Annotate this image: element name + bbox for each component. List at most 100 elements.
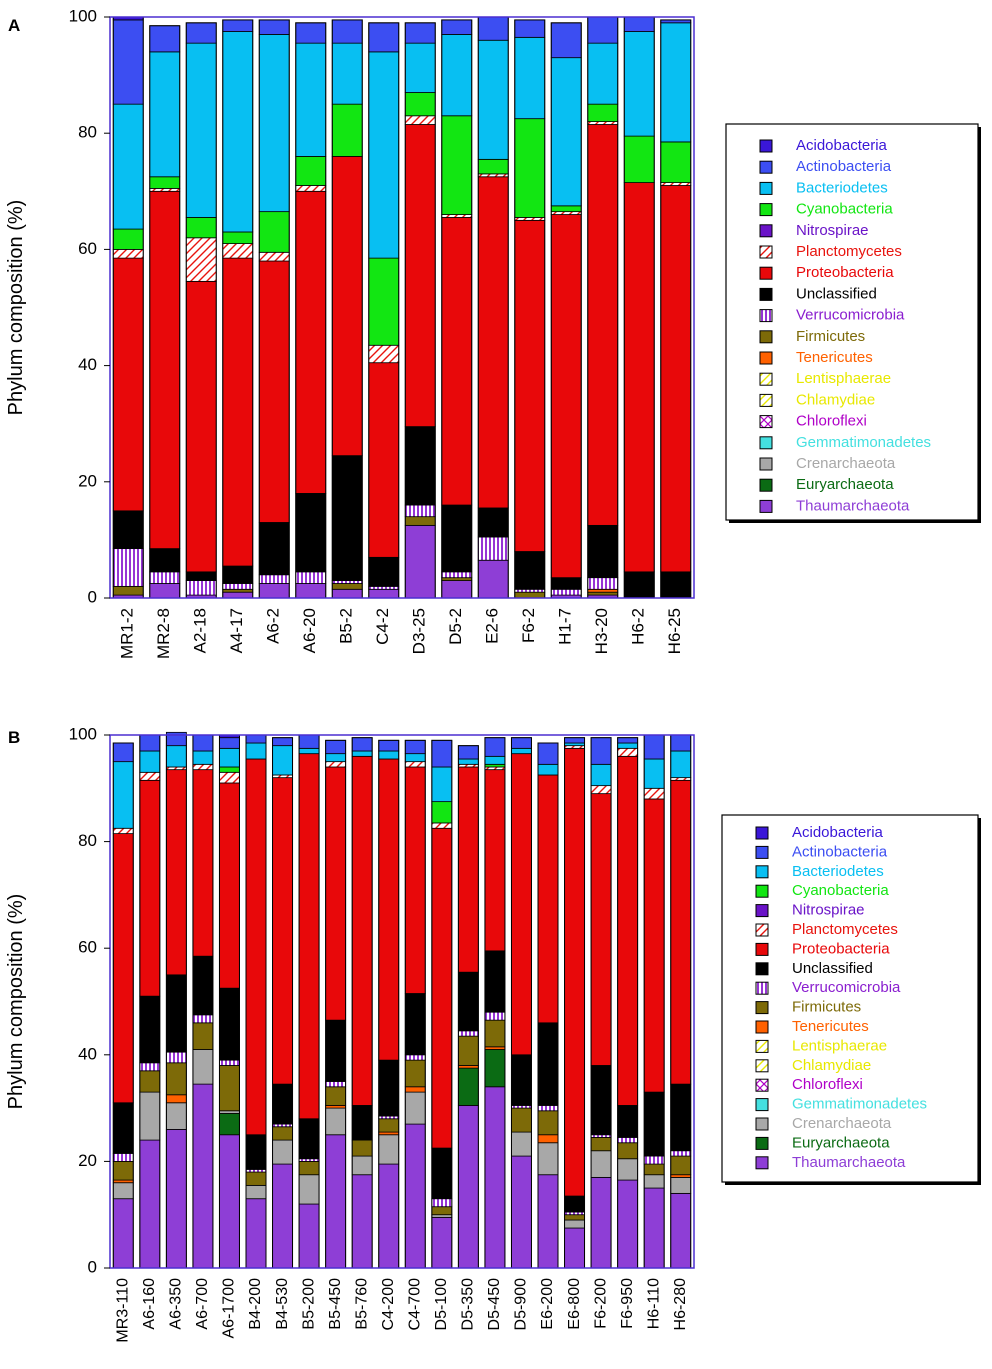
x-tick-label: C4-2 — [373, 608, 392, 645]
y-tick-label: 40 — [78, 1044, 97, 1063]
bar-segment-b5-450-actinobacteria — [325, 739, 347, 755]
bar-segment-mr1-2-cyanobacteria — [112, 228, 144, 250]
bar-segment-a6-700-planctomycetes — [192, 763, 214, 771]
bar-segment-mr2-8-bacteriodetes — [149, 51, 181, 178]
bar-segment-mr3-110-thaumarchaeota — [112, 1198, 134, 1269]
bar-segment-h1-7-proteobacteria — [550, 214, 582, 579]
bar-segment-a2-18-planctomycetes — [185, 237, 217, 282]
bar-segment-a6-160-firmicutes — [139, 1070, 161, 1093]
bar-segment-h6-25-proteobacteria — [660, 185, 692, 573]
legend-swatch-nitrospirae — [759, 224, 773, 238]
bar-segment-a4-17-cyanobacteria — [222, 231, 254, 244]
legend-swatch-planctomycetes — [759, 245, 773, 259]
bar-segment-d5-350-bacteriodetes — [457, 758, 479, 765]
bar-segment-f6-950-planctomycetes — [617, 747, 639, 757]
legend-swatch-actinobacteria — [759, 160, 773, 174]
bar-segment-d5-100-firmicutes — [431, 1206, 453, 1216]
bar-segment-h1-7-actinobacteria — [550, 22, 582, 59]
bar-segment-a6-20-planctomycetes — [295, 185, 327, 192]
legend-swatch-lentisphaerae — [759, 372, 773, 386]
bar-segment-a6-700-crenarchaeota — [192, 1049, 214, 1085]
legend-label-crenarchaeota: Crenarchaeota — [796, 455, 896, 472]
bar-segment-f6-950-unclassified — [617, 1105, 639, 1138]
legend-swatch-gemmatimonadetes — [759, 436, 773, 450]
bar-segment-a2-18-cyanobacteria — [185, 217, 217, 239]
bar-segment-f6-950-proteobacteria — [617, 755, 639, 1106]
bar-segment-f6-200-proteobacteria — [590, 793, 612, 1066]
bar-segment-h6-280-verrucomicrobia — [670, 1150, 692, 1157]
bar-segment-a6-2-planctomycetes — [258, 251, 290, 262]
bar-segment-mr1-2-unclassified — [112, 510, 144, 550]
y-axis-label: Phylum composition (%) — [5, 200, 27, 416]
bar-segment-c4-700-thaumarchaeota — [404, 1123, 426, 1269]
bar-segment-mr1-2-proteobacteria — [112, 257, 144, 512]
bar-segment-e6-200-actinobacteria — [537, 742, 559, 765]
legend-swatch-chlamydiae — [755, 1059, 769, 1073]
legend-swatch-bacteriodetes — [759, 181, 773, 195]
bar-segment-d5-350-thaumarchaeota — [457, 1105, 479, 1269]
panel-a-label: A — [8, 16, 20, 35]
legend-label-nitrospirae: Nitrospirae — [792, 902, 865, 919]
bar-segment-e2-6-proteobacteria — [477, 176, 509, 509]
bar-segment-f6-200-actinobacteria — [590, 737, 612, 765]
bar-segment-f6-2-proteobacteria — [514, 219, 546, 552]
bar-segment-e6-800-firmicutes — [564, 1214, 585, 1221]
legend-swatch-actinobacteria — [755, 845, 769, 859]
bar-segment-e6-800-thaumarchaeota — [564, 1227, 585, 1269]
bar-segment-h1-7-planctomycetes — [550, 211, 582, 215]
plot-frame — [109, 16, 695, 599]
bar-segment-mr3-110-crenarchaeota — [112, 1182, 134, 1200]
bar-segment-h6-110-actinobacteria — [643, 734, 665, 760]
bar-segment-mr1-2-bacteriodetes — [112, 103, 144, 230]
x-tick-label: F6-950 — [619, 1278, 636, 1329]
bar-segment-mr2-8-proteobacteria — [149, 190, 181, 550]
x-tick-label: H6-110 — [645, 1278, 662, 1329]
bar-segment-d5-900-crenarchaeota — [511, 1131, 532, 1157]
bar-segment-mr2-8-verrucomicrobia — [149, 571, 181, 584]
bar-segment-a2-18-verrucomicrobia — [185, 580, 217, 596]
bar-segment-f6-950-actinobacteria — [617, 737, 639, 744]
x-tick-label: F6-2 — [519, 608, 538, 643]
bar-segment-b5-2-bacteriodetes — [331, 42, 363, 105]
bar-segment-mr2-8-thaumarchaeota — [149, 583, 181, 599]
bar-segment-h6-2-proteobacteria — [623, 182, 655, 573]
bar-segment-b5-2-thaumarchaeota — [331, 588, 363, 599]
bar-segment-f6-200-thaumarchaeota — [590, 1176, 612, 1269]
legend-swatch-verrucomicrobia — [755, 981, 769, 995]
bar-segment-f6-950-verrucomicrobia — [617, 1137, 639, 1144]
legend-swatch-thaumarchaeota — [759, 499, 773, 513]
bar-segment-f6-950-bacteriodetes — [617, 742, 639, 749]
x-tick-label: H6-2 — [629, 608, 648, 645]
bar-segment-d5-450-thaumarchaeota — [484, 1086, 506, 1269]
bar-segment-a6-160-proteobacteria — [139, 779, 161, 997]
bar-segment-h6-110-verrucomicrobia — [643, 1155, 665, 1165]
bar-segment-a6-160-actinobacteria — [139, 734, 161, 752]
bar-segment-mr3-110-planctomycetes — [112, 827, 134, 835]
bar-segment-d3-25-firmicutes — [404, 516, 436, 526]
bar-segment-h6-280-firmicutes — [670, 1155, 692, 1176]
x-tick-label: H6-25 — [665, 608, 684, 654]
bar-segment-d5-350-verrucomicrobia — [457, 1030, 479, 1037]
bar-segment-c4-2-thaumarchaeota — [368, 588, 400, 599]
bar-segment-b5-450-thaumarchaeota — [325, 1134, 347, 1269]
bar-segment-h6-25-bacteriodetes — [660, 22, 692, 143]
x-tick-label: E6-800 — [566, 1278, 583, 1330]
x-tick-label: A6-700 — [194, 1278, 211, 1330]
legend-label-chloroflexi: Chloroflexi — [796, 413, 867, 430]
bar-segment-mr3-110-actinobacteria — [112, 742, 134, 763]
bar-segment-d5-2-firmicutes — [441, 577, 473, 581]
legend-label-tenericutes: Tenericutes — [792, 1018, 869, 1035]
bar-segment-a6-700-thaumarchaeota — [192, 1083, 214, 1269]
bar-segment-b5-760-thaumarchaeota — [351, 1174, 373, 1269]
bar-segment-b5-2-actinobacteria — [331, 19, 363, 44]
bar-segment-h3-20-tenericutes — [587, 588, 619, 593]
bar-segment-b4-530-actinobacteria — [272, 737, 293, 747]
x-tick-label: D5-100 — [433, 1278, 450, 1331]
bar-segment-h6-110-proteobacteria — [643, 798, 665, 1093]
bar-segment-h1-7-bacteriodetes — [550, 57, 582, 207]
y-tick-label: 60 — [78, 938, 97, 957]
bar-segment-b4-200-actinobacteria — [245, 734, 267, 744]
legend-swatch-tenericutes — [755, 1020, 769, 1034]
bar-segment-h3-20-firmicutes — [587, 591, 619, 596]
